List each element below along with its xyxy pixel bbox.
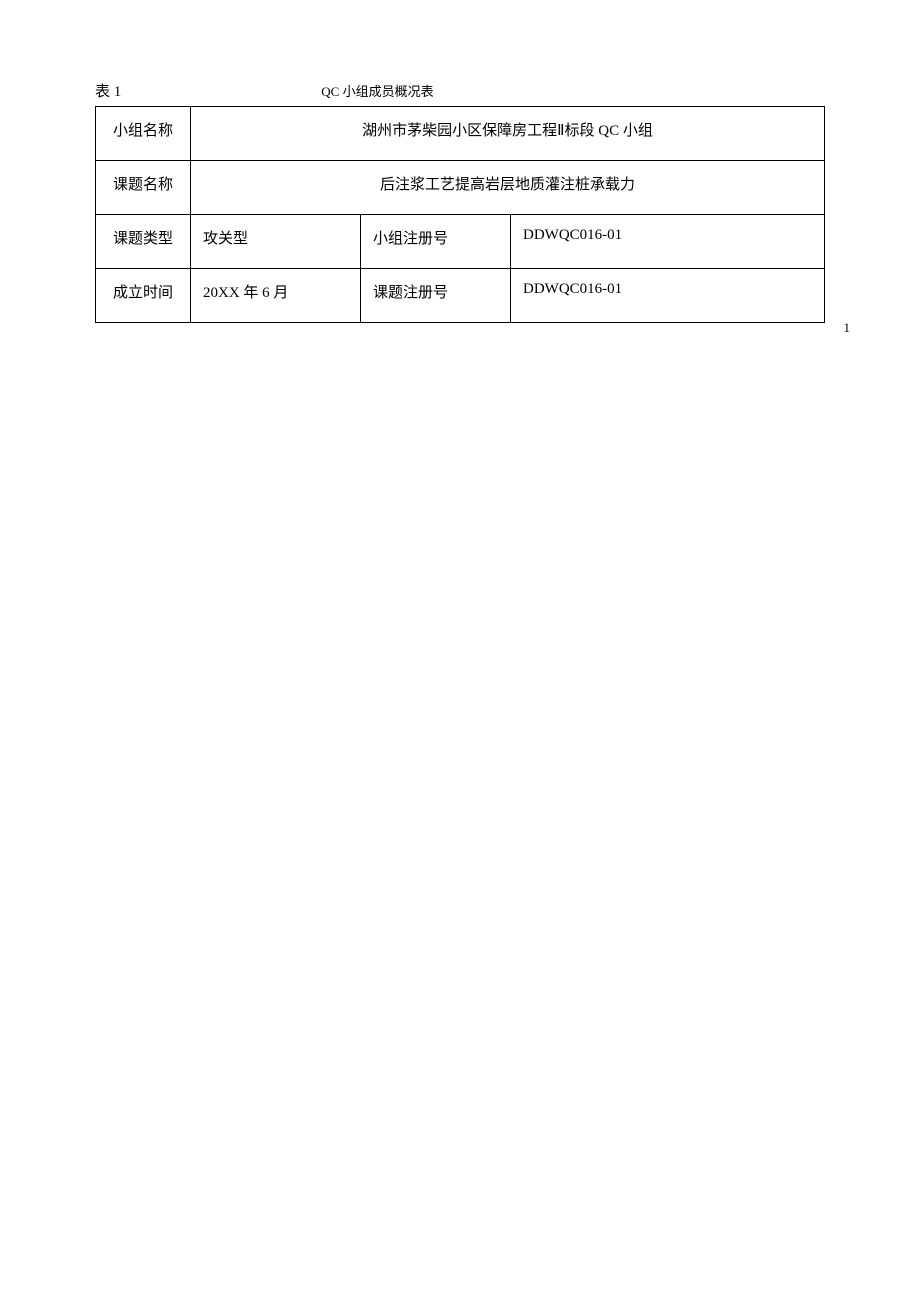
row-value-full: 湖州市茅柴园小区保障房工程Ⅱ标段 QC 小组 xyxy=(191,107,825,161)
page-container: 表 1 QC 小组成员概况表 小组名称 湖州市茅柴园小区保障房工程Ⅱ标段 QC … xyxy=(0,0,920,323)
row-label2: 小组注册号 xyxy=(361,215,511,269)
row-value2: DDWQC016-01 xyxy=(511,269,825,323)
row-label2: 课题注册号 xyxy=(361,269,511,323)
row-label: 课题类型 xyxy=(96,215,191,269)
row-value1: 20XX 年 6 月 xyxy=(191,269,361,323)
row-value-full: 后注浆工艺提高岩层地质灌注桩承载力 xyxy=(191,161,825,215)
page-number: 1 xyxy=(844,320,851,336)
row-label: 课题名称 xyxy=(96,161,191,215)
row-label: 小组名称 xyxy=(96,107,191,161)
table-row: 成立时间 20XX 年 6 月 课题注册号 DDWQC016-01 xyxy=(96,269,825,323)
table-row: 课题名称 后注浆工艺提高岩层地质灌注桩承载力 xyxy=(96,161,825,215)
table-row: 课题类型 攻关型 小组注册号 DDWQC016-01 xyxy=(96,215,825,269)
table-label: 表 1 xyxy=(95,80,121,101)
row-value2: DDWQC016-01 xyxy=(511,215,825,269)
row-value1: 攻关型 xyxy=(191,215,361,269)
table-header-row: 表 1 QC 小组成员概况表 xyxy=(95,80,825,101)
row-label: 成立时间 xyxy=(96,269,191,323)
table-row: 小组名称 湖州市茅柴园小区保障房工程Ⅱ标段 QC 小组 xyxy=(96,107,825,161)
table-title: QC 小组成员概况表 xyxy=(321,81,433,100)
qc-group-table: 小组名称 湖州市茅柴园小区保障房工程Ⅱ标段 QC 小组 课题名称 后注浆工艺提高… xyxy=(95,106,825,323)
